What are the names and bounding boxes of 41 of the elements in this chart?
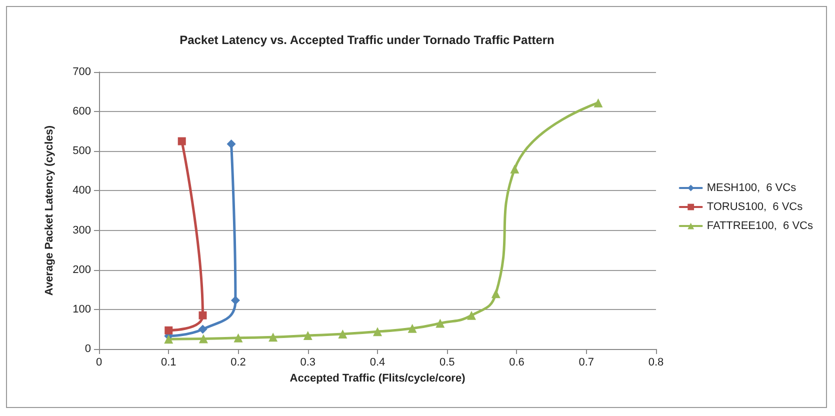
y-tick-label: 600: [72, 106, 91, 118]
point: [303, 331, 312, 340]
x-axis-title: Accepted Traffic (Flits/cycle/core): [290, 372, 466, 384]
point: [436, 318, 445, 328]
chart-title: Packet Latency vs. Accepted Traffic under Tornado Traffic Pattern: [180, 33, 554, 47]
point: [226, 140, 236, 149]
y-tick-label: 100: [72, 303, 91, 316]
point: [594, 98, 603, 108]
point: [373, 327, 382, 336]
x-tick-label: 0.3: [300, 356, 316, 368]
x-tick-label: 0.8: [648, 356, 664, 368]
point: [338, 329, 348, 338]
y-tick-label: 400: [72, 184, 91, 197]
point: [234, 333, 243, 342]
point: [510, 164, 520, 174]
point: [491, 289, 500, 298]
point: [408, 324, 417, 333]
point: [198, 311, 207, 320]
y-tick-label: 500: [72, 145, 91, 158]
point: [164, 326, 173, 334]
point: [178, 137, 186, 146]
y-tick-label: 200: [72, 264, 91, 276]
x-tick-label: 0.1: [160, 356, 176, 368]
x-tick-label: 0: [96, 356, 102, 368]
y-axis-title: Average Packet Latency (cycles): [44, 125, 56, 296]
x-tick-label: 0.2: [230, 356, 246, 368]
x-tick-label: 0.4: [370, 356, 386, 368]
point: [268, 332, 278, 342]
point: [198, 334, 208, 344]
y-tick-label: 300: [72, 224, 91, 236]
legend-label: MESH100, 6 VCs: [706, 182, 797, 194]
y-tick-label: 0: [84, 343, 91, 355]
point: [164, 334, 174, 344]
point: [198, 324, 208, 334]
x-tick-label: 0.7: [578, 356, 594, 368]
y-tick-label: 700: [72, 66, 91, 78]
point: [466, 310, 476, 320]
legend-label: FATTREE100, 6 VCs: [706, 220, 814, 232]
legend-label: TORUS100, 6 VCs: [706, 201, 804, 213]
x-tick-label: 0.6: [509, 356, 524, 368]
x-tick-label: 0.5: [439, 356, 455, 368]
